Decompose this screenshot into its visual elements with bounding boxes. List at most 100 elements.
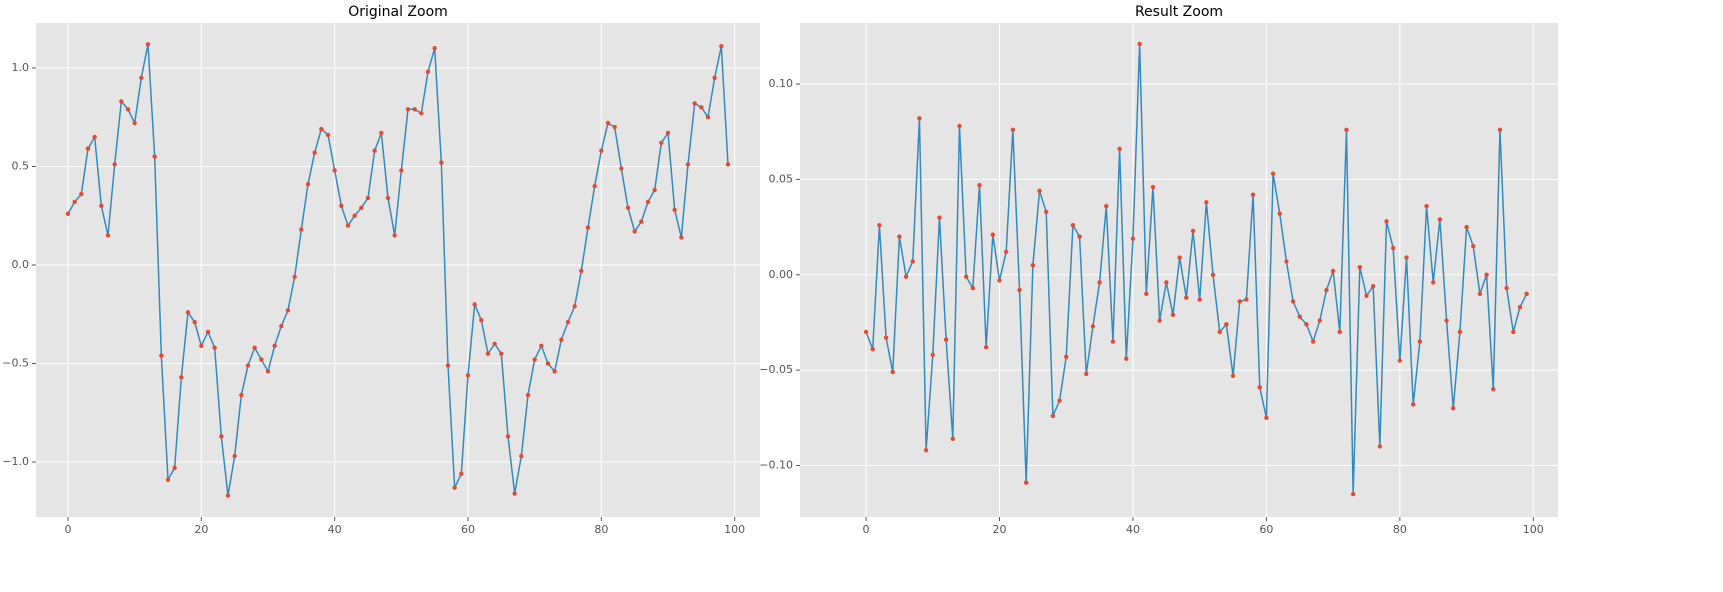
- data-point: [612, 124, 617, 130]
- data-point: [485, 351, 491, 356]
- data-point: [559, 337, 564, 343]
- data-point: [119, 99, 124, 104]
- data-point: [1277, 211, 1282, 216]
- data-point: [1324, 287, 1329, 293]
- data-point: [492, 341, 497, 346]
- y-tick-label: −1.0: [2, 455, 29, 468]
- data-point: [1170, 312, 1176, 318]
- data-point: [1150, 184, 1156, 190]
- data-point: [1484, 272, 1489, 277]
- data-point: [1517, 304, 1523, 310]
- data-point: [1317, 318, 1322, 323]
- data-point: [165, 477, 171, 482]
- data-point: [312, 150, 317, 155]
- data-point: [339, 203, 344, 209]
- plot-area: [800, 23, 1558, 517]
- data-point: [1377, 444, 1383, 449]
- data-point: [139, 75, 144, 80]
- data-point: [1224, 322, 1229, 327]
- data-point: [1464, 224, 1469, 230]
- y-tick-label: 0.10: [769, 77, 794, 90]
- data-point: [1137, 41, 1142, 47]
- data-point: [719, 44, 724, 49]
- data-point: [472, 302, 477, 307]
- data-point: [1437, 217, 1443, 222]
- data-point: [672, 207, 677, 213]
- plot-area: [36, 23, 760, 517]
- data-point: [1044, 209, 1049, 215]
- data-point: [159, 353, 164, 358]
- data-point: [592, 183, 597, 189]
- data-point: [1491, 387, 1496, 392]
- data-line: [67, 44, 729, 496]
- data-point: [112, 162, 117, 167]
- data-point: [419, 111, 424, 116]
- data-point: [1264, 415, 1269, 421]
- data-point: [930, 352, 935, 358]
- data-point: [1237, 299, 1242, 304]
- data-point: [459, 471, 464, 477]
- data-point: [432, 46, 437, 51]
- data-point: [245, 363, 251, 368]
- data-point: [272, 343, 277, 348]
- data-point: [1477, 291, 1483, 297]
- data-point: [1384, 219, 1389, 224]
- data-point: [937, 215, 942, 220]
- y-tick-label: 0.0: [12, 258, 30, 271]
- data-point: [379, 130, 384, 136]
- data-point: [585, 225, 591, 230]
- data-point: [910, 259, 915, 264]
- data-point: [85, 146, 91, 151]
- data-point: [352, 213, 357, 218]
- data-point: [1304, 322, 1309, 327]
- data-point: [1017, 287, 1022, 293]
- data-point: [145, 42, 151, 47]
- data-point: [305, 181, 311, 187]
- data-point: [1210, 272, 1216, 277]
- data-point: [1077, 234, 1082, 239]
- data-point: [299, 227, 304, 232]
- data-point: [1204, 200, 1209, 205]
- data-point: [1064, 354, 1069, 359]
- x-tick-label: 40: [1126, 523, 1140, 536]
- data-point: [319, 126, 324, 132]
- data-point: [532, 357, 537, 362]
- x-tick-label: 100: [1523, 523, 1544, 536]
- data-point: [439, 160, 444, 165]
- data-point: [877, 222, 882, 228]
- data-point: [1504, 285, 1509, 291]
- data-point: [79, 191, 84, 197]
- data-point: [1451, 406, 1456, 411]
- data-point: [499, 351, 504, 356]
- data-point: [1144, 291, 1149, 297]
- chart-title: Result Zoom: [1135, 4, 1223, 20]
- data-point: [692, 101, 697, 106]
- data-point: [1037, 188, 1042, 194]
- data-point: [185, 310, 191, 315]
- data-point: [1390, 245, 1396, 251]
- data-point: [1110, 339, 1116, 344]
- data-point: [279, 323, 284, 329]
- data-point: [265, 369, 271, 374]
- data-point: [179, 375, 184, 380]
- data-point: [1003, 249, 1009, 255]
- x-tick-label: 40: [328, 523, 342, 536]
- data-point: [1230, 373, 1236, 379]
- data-point: [425, 69, 431, 75]
- data-point: [579, 268, 584, 274]
- x-tick-label: 0: [65, 523, 72, 536]
- x-tick-label: 100: [724, 523, 745, 536]
- data-point: [863, 329, 869, 335]
- y-tick-label: 0.00: [769, 268, 794, 281]
- data-point: [1471, 243, 1476, 249]
- data-point: [923, 448, 929, 453]
- data-point: [345, 223, 351, 228]
- data-point: [192, 319, 197, 325]
- data-point: [565, 319, 571, 325]
- data-point: [983, 345, 989, 350]
- y-tick-label: −0.05: [759, 363, 793, 376]
- data-point: [512, 491, 517, 496]
- data-point: [72, 199, 77, 205]
- data-point: [1250, 192, 1256, 197]
